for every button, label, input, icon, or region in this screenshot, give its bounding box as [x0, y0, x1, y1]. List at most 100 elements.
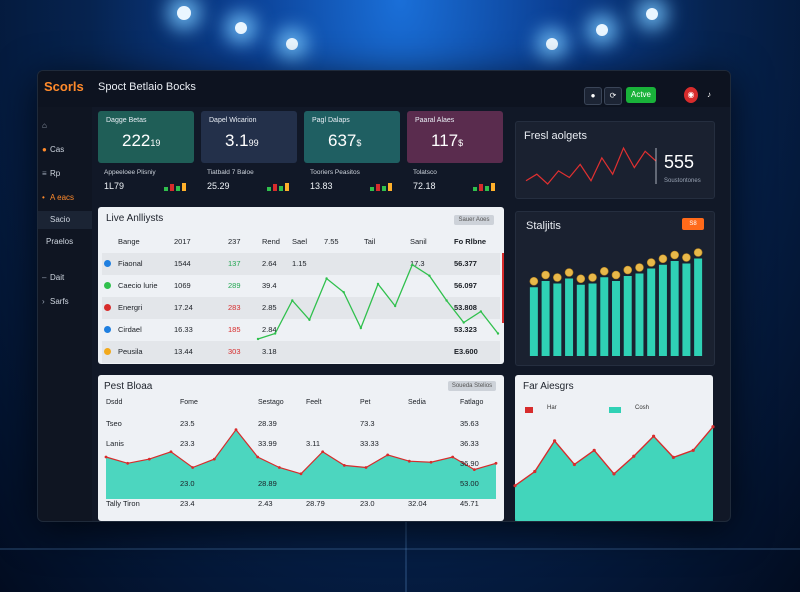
- sidebar-item-sacio[interactable]: Sacio: [38, 211, 92, 229]
- table-cell: 2.84: [262, 325, 277, 334]
- table-row[interactable]: Cirdael 16.33 185 2.84 53.323: [102, 319, 500, 341]
- sidebar-item-home[interactable]: ⌂: [38, 117, 92, 135]
- pest-area: [106, 429, 496, 499]
- table-row[interactable]: Peusila 13.44 303 3.18 E3.600: [102, 341, 500, 363]
- pest-cell: 53.00: [460, 479, 479, 488]
- kpi-mini-bar: [382, 186, 386, 191]
- table-cell: Bange: [118, 237, 140, 246]
- table-cell: Fiaonal: [118, 259, 143, 268]
- avatar-icon[interactable]: ◉: [684, 87, 698, 103]
- stats-badge[interactable]: S8: [682, 218, 704, 230]
- pest-header: Feelt: [306, 399, 322, 406]
- table-cell: 2.85: [262, 303, 277, 312]
- live-point: [325, 277, 328, 280]
- refresh-icon[interactable]: ⟳: [604, 87, 622, 105]
- table-cell: Sanil: [410, 237, 427, 246]
- pest-cell: 35.63: [460, 419, 479, 428]
- fresh-mini-chart: [525, 146, 657, 185]
- status-button[interactable]: Actve: [626, 87, 656, 103]
- pest-header: Pet: [360, 399, 371, 406]
- sidebar-item-aeacs[interactable]: • A eacs: [38, 189, 92, 207]
- live-point: [291, 299, 294, 302]
- sidebar-item-rp[interactable]: ≡ Rp: [38, 165, 92, 183]
- stat-bar[interactable]: [658, 264, 667, 356]
- far-point: [671, 455, 675, 459]
- stat-bar[interactable]: [682, 263, 691, 357]
- floor-line: [0, 548, 800, 550]
- kpi-mini-bar: [485, 186, 489, 191]
- kpi-mini-bar: [273, 184, 277, 191]
- stat-bar[interactable]: [623, 276, 632, 356]
- sidebar-item-label: Rp: [50, 169, 61, 178]
- stat-coin: [693, 248, 703, 257]
- live-action-button[interactable]: Sauer Aoes: [454, 215, 494, 225]
- scroll-indicator[interactable]: [502, 253, 504, 323]
- stat-bar[interactable]: [541, 281, 550, 356]
- kpi-card-title: Pagl Dalaps: [312, 117, 350, 124]
- far-area: [515, 426, 713, 521]
- pest-cell: 36.33: [460, 439, 479, 448]
- stat-bar[interactable]: [612, 281, 620, 356]
- stat-coin: [670, 250, 679, 260]
- kpi-card[interactable]: Dagge Betas 22219: [98, 111, 194, 163]
- stage-light: [177, 6, 191, 20]
- kpi-card[interactable]: Dapel Wicarion 3.199: [201, 111, 297, 163]
- kpi-card[interactable]: Pagl Dalaps 637$: [304, 111, 400, 163]
- bell-icon[interactable]: ♪: [707, 90, 711, 99]
- kpi-card-sub-label: Tiatbald 7 Baloe: [207, 169, 254, 176]
- fresh-title: Fresl aolgets: [524, 130, 587, 142]
- stage-light: [646, 8, 658, 20]
- stat-bar[interactable]: [565, 278, 574, 357]
- live-table: Bange 2017 237 Rend Sael 7.55 Tail Sanil Fo Rlbn…: [102, 231, 500, 363]
- table-row[interactable]: Fiaonal 1544 137 2.64 1.15 17.3 56.377: [102, 253, 500, 275]
- table-cell: 53.323: [454, 325, 477, 334]
- stat-bar[interactable]: [600, 277, 609, 356]
- kpi-card-sub-label: Tolatsco: [413, 169, 437, 176]
- table-cell: 7.55: [324, 237, 339, 246]
- stat-bar[interactable]: [670, 261, 679, 356]
- kpi-card-title: Dapel Wicarion: [209, 117, 257, 124]
- pest-cell: 28.89: [258, 479, 277, 488]
- stat-bar[interactable]: [553, 283, 562, 357]
- sidebar-item-label: A eacs: [50, 193, 75, 202]
- stat-bar[interactable]: [647, 268, 656, 357]
- pest-header: Sedia: [408, 399, 426, 406]
- sidebar-item-dait[interactable]: – Dait: [38, 269, 92, 287]
- stage-light: [596, 24, 608, 36]
- table-cell: Fo Rlbne: [454, 237, 487, 246]
- kpi-card-sub-value: 1L79: [104, 181, 125, 191]
- sidebar-item-praelos[interactable]: Praelos: [38, 233, 92, 251]
- circle-icon[interactable]: ●: [584, 87, 602, 105]
- table-cell: Caecio lurie: [118, 281, 158, 290]
- table-cell: 185: [228, 325, 241, 334]
- table-row[interactable]: Energri 17.24 283 2.85 53.808: [102, 297, 500, 319]
- kpi-mini-bar: [285, 183, 289, 191]
- kpi-mini-bar: [164, 187, 168, 191]
- table-row[interactable]: Bange 2017 237 Rend Sael 7.55 Tail Sanil Fo Rlbn…: [102, 231, 500, 253]
- pest-action-button[interactable]: Soueda Stelios: [448, 381, 496, 391]
- kpi-card[interactable]: Paaral Alaes 117$: [407, 111, 503, 163]
- row-dot: [104, 304, 111, 311]
- brand-logo[interactable]: Scorls: [44, 79, 84, 94]
- table-cell: 303: [228, 347, 241, 356]
- kpi-mini-bars: [370, 183, 392, 191]
- stat-bar[interactable]: [529, 287, 538, 356]
- sidebar-item-sarfs[interactable]: › Sarfs: [38, 293, 92, 311]
- pest-point: [451, 455, 455, 459]
- pest-title: Pest Bloaa: [104, 381, 153, 392]
- pest-cell: 36.90: [460, 459, 479, 468]
- table-cell: 56.377: [454, 259, 477, 268]
- pest-point: [429, 460, 433, 464]
- stat-coin: [529, 276, 539, 286]
- sidebar-item-cas[interactable]: ● Cas: [38, 141, 92, 159]
- stage-light: [546, 38, 558, 50]
- table-row[interactable]: Caecio lurie 1069 289 39.4 56.097: [102, 275, 500, 297]
- table-cell: Energri: [118, 303, 143, 312]
- kpi-card-suffix: 19: [150, 138, 161, 148]
- stat-bar[interactable]: [588, 283, 597, 357]
- far-point: [612, 472, 616, 476]
- stat-bar[interactable]: [635, 273, 644, 357]
- table-cell: 17.24: [174, 303, 193, 312]
- stat-bar[interactable]: [576, 284, 585, 356]
- stat-bar[interactable]: [694, 258, 703, 357]
